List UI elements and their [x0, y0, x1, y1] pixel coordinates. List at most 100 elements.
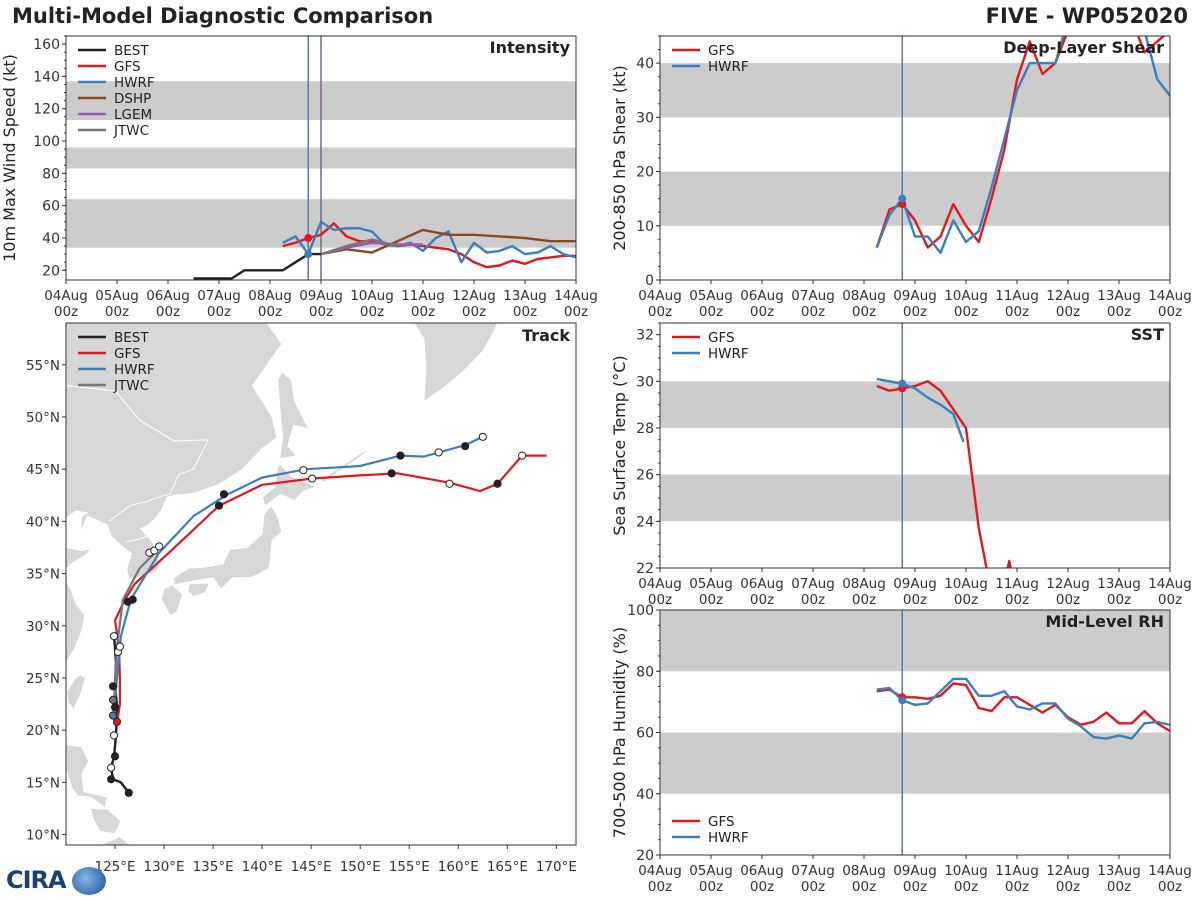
x-tick-label-hour: 00z [699, 592, 723, 608]
lat-tick-label: 30°N [26, 619, 60, 635]
x-tick-label-hour: 00z [699, 304, 723, 320]
x-tick-label-date: 09Aug [893, 288, 937, 304]
x-tick-label-date: 07Aug [791, 863, 835, 879]
x-tick-label-hour: 00z [648, 304, 672, 320]
x-tick-label-hour: 00z [1056, 879, 1080, 895]
shaded-band [660, 474, 1170, 522]
x-tick-label-date: 10Aug [944, 576, 988, 592]
series-line-gfs [875, 36, 1166, 249]
x-tick-label-date: 10Aug [944, 288, 988, 304]
track-point-gfs [387, 469, 396, 478]
x-tick-label-date: 05Aug [689, 576, 733, 592]
series-line-jtwc [320, 238, 398, 256]
y-tick-label: 80 [636, 664, 654, 680]
x-tick-label-hour: 00z [903, 592, 927, 608]
x-tick-label-date: 09Aug [299, 288, 343, 304]
shaded-band [660, 732, 1170, 794]
map-content [66, 323, 576, 845]
y-tick-label: 24 [636, 514, 654, 530]
shear-panel: 01020304004Aug00z05Aug00z06Aug00z07Aug00… [610, 35, 1192, 320]
x-tick-label-date: 14Aug [1148, 288, 1192, 304]
storm-id: FIVE - WP052020 [985, 4, 1188, 28]
current-point-hwrf [898, 696, 907, 705]
legend-label-gfs: GFS [114, 346, 141, 362]
x-tick-label-date: 12Aug [1046, 863, 1090, 879]
y-tick-label: 20 [42, 263, 60, 279]
y-tick-label: 80 [42, 166, 60, 182]
track-point-jtwc [108, 695, 118, 704]
lat-tick-label: 20°N [26, 723, 60, 739]
legend-label-dshp: DSHP [114, 91, 151, 107]
land-asia-mainland [66, 323, 283, 580]
legend-label-gfs: GFS [114, 59, 141, 75]
series-line-hwrf [875, 36, 1170, 255]
x-tick-label-date: 04Aug [44, 288, 88, 304]
series-group [876, 677, 1170, 740]
x-tick-label-date: 13Aug [1097, 863, 1141, 879]
x-tick-label-hour: 00z [1107, 304, 1131, 320]
lon-tick-label: 130°E [144, 859, 185, 875]
current-point-hwrf [898, 194, 907, 203]
land-kurils [320, 447, 371, 484]
current-point-hwrf [304, 250, 313, 259]
sst-panel: 22242628303204Aug00z05Aug00z06Aug00z07Au… [610, 322, 1192, 608]
lon-tick-label: 155°E [389, 859, 430, 875]
lon-tick-label: 160°E [438, 859, 479, 875]
x-tick-label-hour: 00z [750, 592, 774, 608]
x-tick-label-hour: 00z [1158, 592, 1182, 608]
shaded-band [660, 171, 1170, 226]
x-tick-label-date: 11Aug [995, 288, 1039, 304]
lat-tick-label: 25°N [26, 671, 60, 687]
x-tick-label-date: 13Aug [1097, 288, 1141, 304]
y-tick-label: 100 [33, 134, 60, 150]
track-point-hwrf [434, 448, 443, 457]
track-point-hwrf [219, 490, 229, 499]
logo-text: CIRA [6, 866, 67, 894]
x-tick-label-hour: 00z [462, 304, 486, 320]
x-tick-label-date: 04Aug [638, 576, 682, 592]
x-tick-label-date: 14Aug [1148, 863, 1192, 879]
panel-title: Mid-Level RH [1045, 612, 1164, 631]
series-line-hwrf [876, 677, 1170, 740]
globe-icon [72, 867, 106, 895]
current-point-hwrf [898, 379, 907, 388]
x-tick-label-hour: 00z [309, 304, 333, 320]
legend-label-best: BEST [114, 330, 149, 346]
series-line-gfs [282, 222, 576, 269]
track-point-gfs [517, 451, 527, 460]
x-tick-label-hour: 00z [648, 592, 672, 608]
land-china-coast [66, 547, 93, 664]
x-tick-label-date: 07Aug [791, 576, 835, 592]
country-border [108, 493, 171, 522]
x-tick-label-hour: 00z [648, 879, 672, 895]
x-tick-label-hour: 00z [852, 304, 876, 320]
land-philippines-n [66, 744, 108, 809]
x-tick-label-date: 05Aug [689, 288, 733, 304]
x-tick-label-hour: 00z [360, 304, 384, 320]
y-tick-label: 20 [636, 165, 654, 181]
track-point-best [107, 775, 116, 784]
y-axis-label: Sea Surface Temp (°C) [610, 355, 629, 535]
x-tick-label-hour: 00z [699, 879, 723, 895]
x-tick-label-date: 05Aug [95, 288, 139, 304]
x-tick-label-date: 10Aug [944, 863, 988, 879]
x-tick-label-date: 14Aug [554, 288, 598, 304]
lat-tick-label: 40°N [26, 514, 60, 530]
x-tick-label-date: 05Aug [689, 863, 733, 879]
x-tick-label-date: 04Aug [638, 863, 682, 879]
legend-label-jtwc: JTWC [113, 123, 149, 139]
panel-title: Intensity [490, 38, 571, 57]
track-line-jtwc [113, 549, 158, 701]
land-sakhalin [277, 371, 309, 460]
shaded-band [660, 63, 1170, 118]
x-tick-label-date: 12Aug [1046, 288, 1090, 304]
y-tick-label: 140 [33, 69, 60, 85]
x-tick-label-date: 12Aug [452, 288, 496, 304]
x-tick-label-date: 06Aug [146, 288, 190, 304]
x-tick-label-date: 08Aug [842, 288, 886, 304]
legend-label-gfs: GFS [708, 43, 735, 59]
x-tick-label-hour: 00z [54, 304, 78, 320]
x-tick-label-hour: 00z [954, 592, 978, 608]
y-tick-label: 26 [636, 468, 654, 484]
country-border [66, 385, 210, 495]
